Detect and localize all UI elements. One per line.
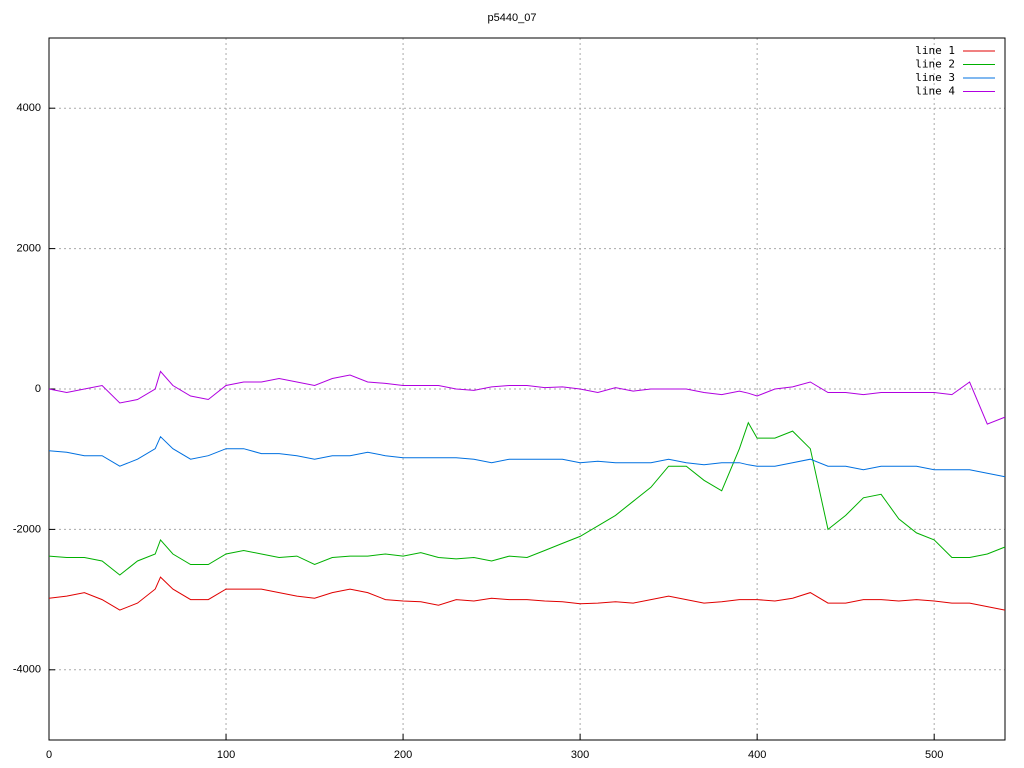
x-tick-label: 400 [748, 749, 766, 761]
legend-label: line 3 [915, 71, 955, 84]
legend-label: line 1 [915, 44, 955, 57]
y-tick-label: 0 [35, 383, 41, 395]
x-tick-label: 200 [394, 749, 412, 761]
data-line [48, 435, 1006, 478]
y-tick-label: -2000 [13, 523, 41, 535]
data-line [48, 421, 1006, 576]
data-line [48, 576, 1006, 611]
x-tick-label: 100 [217, 749, 235, 761]
y-tick-label: -4000 [13, 664, 41, 676]
legend-label: line 2 [915, 58, 955, 71]
x-tick-label: 500 [925, 749, 943, 761]
x-tick-label: 0 [46, 749, 52, 761]
y-tick-label: 2000 [17, 243, 41, 255]
x-tick-label: 300 [571, 749, 589, 761]
plot-border [48, 37, 1006, 741]
y-tick-label: 4000 [17, 102, 41, 114]
data-line [48, 370, 1006, 425]
chart-title: p5440_07 [488, 12, 537, 24]
legend-label: line 4 [915, 85, 955, 98]
